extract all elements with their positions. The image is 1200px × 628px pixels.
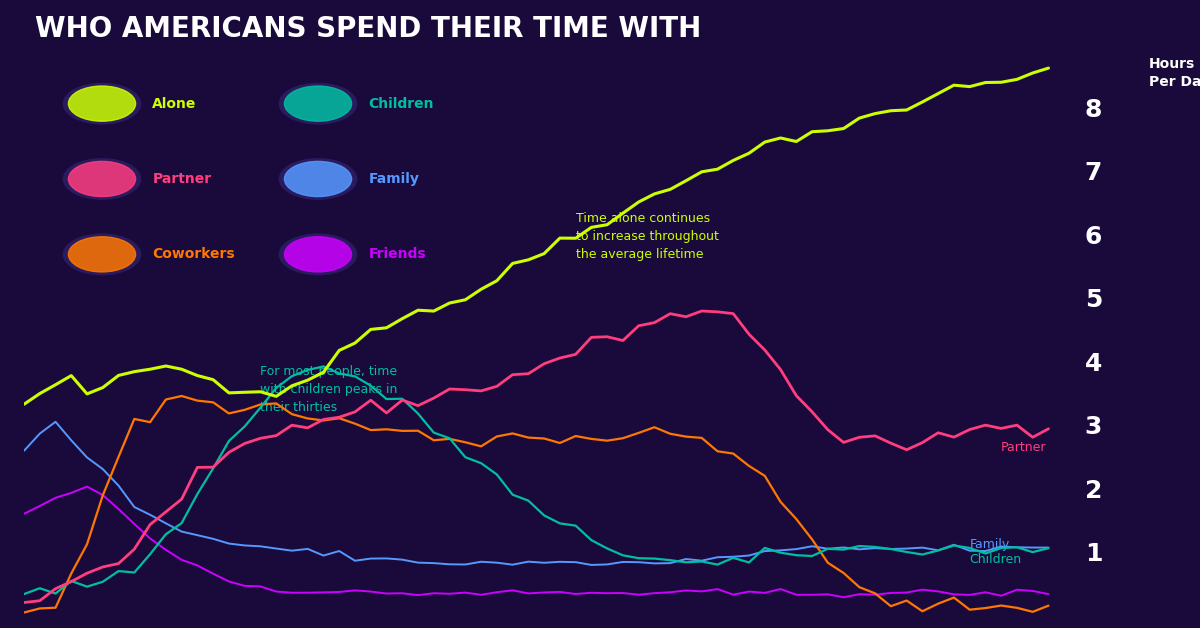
Text: Family: Family [970,538,1010,551]
Text: Friends: Friends [368,247,426,261]
Text: Family: Family [368,172,419,186]
Text: Time alone continues
to increase throughout
the average lifetime: Time alone continues to increase through… [576,212,719,261]
Text: WHO AMERICANS SPEND THEIR TIME WITH: WHO AMERICANS SPEND THEIR TIME WITH [35,15,701,43]
Text: Hours
Per Day: Hours Per Day [1148,57,1200,89]
Text: For most people, time
with children peaks in
their thirties: For most people, time with children peak… [260,365,397,414]
Text: Alone: Alone [152,97,197,111]
Text: Children: Children [970,553,1021,566]
Text: Children: Children [368,97,434,111]
Text: Partner: Partner [1001,441,1046,453]
Text: Partner: Partner [152,172,211,186]
Text: Coworkers: Coworkers [152,247,235,261]
